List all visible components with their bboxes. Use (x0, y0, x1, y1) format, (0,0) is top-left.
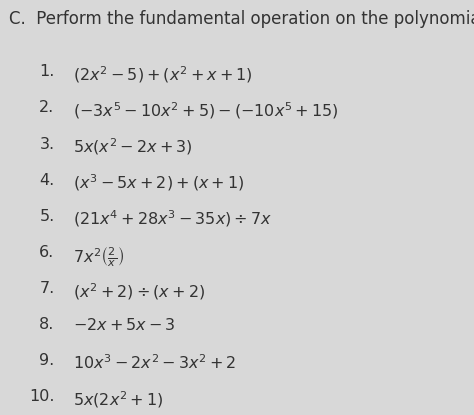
Text: 7.: 7. (39, 281, 55, 296)
Text: $5x(2x^2 + 1)$: $5x(2x^2 + 1)$ (73, 389, 164, 410)
Text: $(21x^4 + 28x^3 - 35x) \div 7x$: $(21x^4 + 28x^3 - 35x) \div 7x$ (73, 209, 273, 229)
Text: 9.: 9. (39, 353, 55, 368)
Text: $(2x^2 - 5) + (x^2 + x + 1)$: $(2x^2 - 5) + (x^2 + x + 1)$ (73, 64, 253, 85)
Text: $(x^2 + 2) \div (x + 2)$: $(x^2 + 2) \div (x + 2)$ (73, 281, 206, 302)
Text: $7x^2\left(\frac{2}{x}\right)$: $7x^2\left(\frac{2}{x}\right)$ (73, 245, 125, 269)
Text: C.  Perform the fundamental operation on the polynomials.: C. Perform the fundamental operation on … (9, 10, 474, 28)
Text: $5x(x^2 - 2x + 3)$: $5x(x^2 - 2x + 3)$ (73, 137, 193, 157)
Text: $(-3x^5 - 10x^2 + 5) - (-10x^5 + 15)$: $(-3x^5 - 10x^2 + 5) - (-10x^5 + 15)$ (73, 100, 339, 121)
Text: $(x^3 - 5x + 2) + (x + 1)$: $(x^3 - 5x + 2) + (x + 1)$ (73, 173, 245, 193)
Text: $-2x + 5x - 3$: $-2x + 5x - 3$ (73, 317, 176, 333)
Text: 8.: 8. (39, 317, 55, 332)
Text: 2.: 2. (39, 100, 55, 115)
Text: 5.: 5. (39, 209, 55, 224)
Text: 10.: 10. (29, 389, 55, 404)
Text: 4.: 4. (39, 173, 55, 188)
Text: 1.: 1. (39, 64, 55, 79)
Text: 3.: 3. (39, 137, 55, 151)
Text: 6.: 6. (39, 245, 55, 260)
Text: $10x^3 - 2x^2 - 3x^2 + 2$: $10x^3 - 2x^2 - 3x^2 + 2$ (73, 353, 237, 372)
